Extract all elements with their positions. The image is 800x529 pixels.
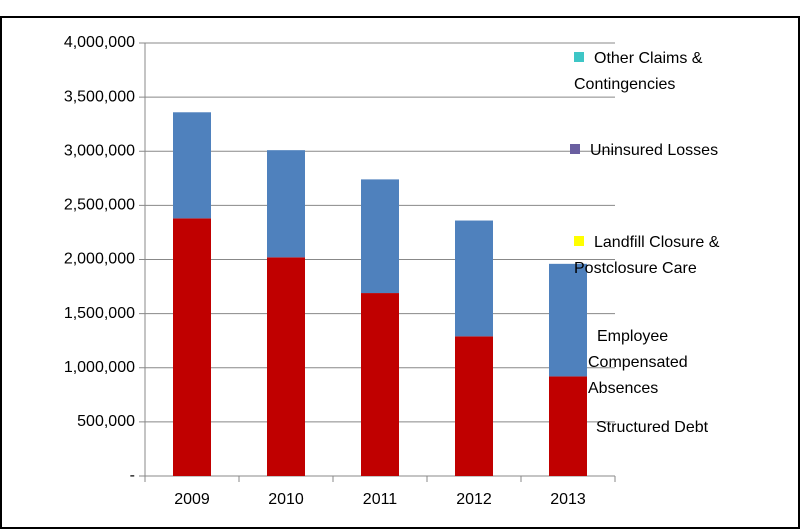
x-tick-label: 2012 xyxy=(456,491,492,508)
x-tick-label: 2013 xyxy=(550,491,586,508)
legend-item: Uninsured Losses xyxy=(570,138,790,164)
bar-segment xyxy=(361,179,399,294)
chart-frame xyxy=(0,16,800,529)
bar-segment xyxy=(267,257,305,476)
legend-item: Landfill Closure & Postclosure Care xyxy=(574,230,764,282)
x-tick-label: 2010 xyxy=(268,491,304,508)
bar-segment xyxy=(173,112,211,219)
bar-segment xyxy=(361,293,399,476)
y-tick-label: 1,500,000 xyxy=(64,305,135,322)
y-tick-label: 3,500,000 xyxy=(64,88,135,105)
bar-segment xyxy=(267,150,305,258)
bar-segment xyxy=(455,336,493,476)
y-tick-label: 3,000,000 xyxy=(64,142,135,159)
legend-label: Uninsured Losses xyxy=(590,142,719,159)
legend-label: Landfill Closure & Postclosure Care xyxy=(574,234,720,277)
legend-item: Other Claims & Contingencies xyxy=(574,46,744,98)
legend-swatch xyxy=(574,52,584,62)
y-tick-label: 1,000,000 xyxy=(64,359,135,376)
x-tick-label: 2009 xyxy=(174,491,210,508)
y-tick-label: - xyxy=(130,467,135,484)
legend-swatch xyxy=(574,236,584,246)
y-tick-label: 2,000,000 xyxy=(64,251,135,268)
legend-label: Other Claims & Contingencies xyxy=(574,50,703,93)
bar-segment xyxy=(173,218,211,477)
legend-swatch xyxy=(570,144,580,154)
legend-label: Structured Debt xyxy=(596,419,709,436)
legend-item: Structured Debt xyxy=(588,415,738,441)
x-tick-label: 2011 xyxy=(363,491,398,508)
y-tick-label: 500,000 xyxy=(77,413,135,430)
legend-item: Employee Compensated Absences xyxy=(588,324,718,402)
legend-label: Employee Compensated Absences xyxy=(588,328,688,397)
bar-segment xyxy=(549,263,587,377)
y-tick-label: 4,000,000 xyxy=(64,34,135,51)
bar-segment xyxy=(549,376,587,476)
bar-segment xyxy=(455,220,493,337)
y-tick-label: 2,500,000 xyxy=(64,197,135,214)
